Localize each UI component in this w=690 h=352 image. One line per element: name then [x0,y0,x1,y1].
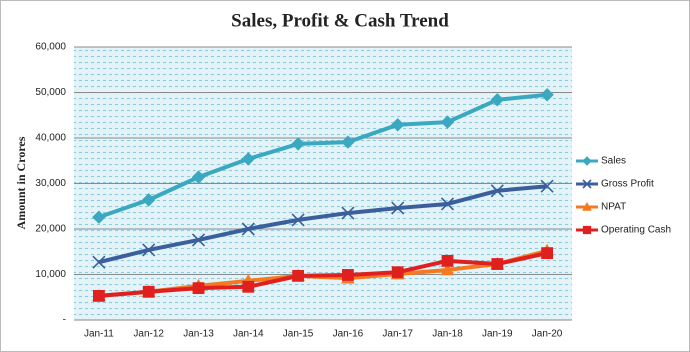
marker [391,266,404,279]
x-tick-label: Jan-11 [84,329,114,340]
marker [390,118,405,132]
y-tick-label: - [63,315,66,326]
marker [291,213,305,227]
marker [342,269,354,281]
series-line [98,184,548,265]
marker [93,289,105,302]
marker [490,184,504,198]
marker [341,206,355,220]
y-axis-label: Amount in Crores [14,136,28,229]
marker [142,243,156,257]
y-tick-label: 10,000 [35,269,66,280]
marker [540,179,554,193]
x-tick-label: Jan-12 [133,329,164,340]
marker [92,210,106,224]
legend-label: Operating Cash [601,225,671,236]
marker [92,255,106,269]
marker [582,156,592,166]
x-tick-label: Jan-13 [183,329,214,340]
marker [142,285,155,298]
legend-label: Gross Profit [601,179,654,190]
x-tick-label: Jan-19 [482,329,513,340]
series-line [98,92,548,220]
marker [582,225,592,235]
marker [292,269,305,282]
marker [241,152,256,166]
y-tick-label: 60,000 [35,42,66,53]
marker [191,233,206,247]
x-tick-label: Jan-16 [333,329,364,340]
marker [441,254,454,267]
y-tick-label: 40,000 [35,133,66,144]
legend-label: NPAT [601,202,626,213]
series-line [98,251,548,298]
marker [242,280,255,293]
marker [582,179,592,189]
marker [440,115,455,129]
x-tick-label: Jan-15 [283,329,314,340]
x-tick-label: Jan-17 [382,329,413,340]
marker [391,201,405,215]
marker [582,201,592,211]
legend-label: Sales [601,156,626,167]
x-tick-label: Jan-14 [233,329,264,340]
marker [541,247,554,260]
y-tick-label: 50,000 [35,87,66,98]
marker [141,193,156,207]
chart-title: Sales, Profit & Cash Trend [231,10,449,31]
marker [341,135,355,149]
marker [192,282,205,295]
marker [241,222,255,236]
marker [440,262,455,276]
marker [490,93,505,107]
x-tick-label: Jan-20 [532,329,563,340]
marker [191,170,206,184]
y-tick-label: 30,000 [35,178,66,189]
marker [491,258,504,270]
marker [440,197,455,211]
marker [540,88,554,102]
marker [291,137,305,151]
y-tick-label: 20,000 [35,224,66,235]
x-tick-label: Jan-18 [432,329,463,340]
